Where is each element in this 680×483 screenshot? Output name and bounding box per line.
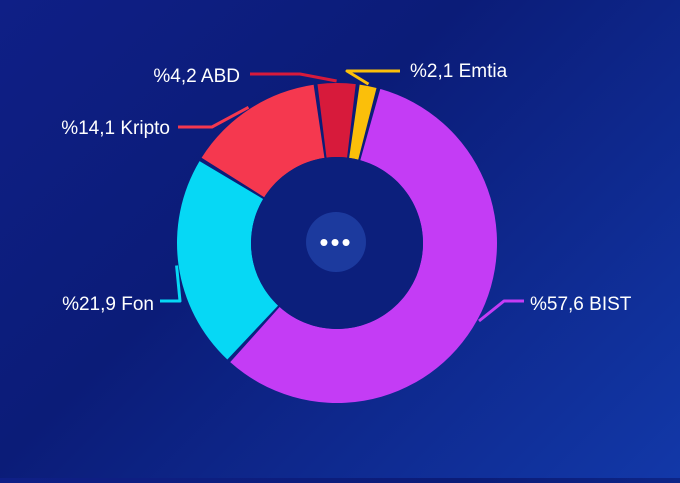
slice-labels: %57,6 BIST %21,9 Fon %14,1 Kripto %4,2 A… xyxy=(61,61,632,315)
more-dots-icon: ••• xyxy=(319,227,353,257)
donut-slice-kripto xyxy=(201,84,325,198)
slice-label-kripto: %14,1 Kripto xyxy=(61,118,170,139)
slice-label-fon: %21,9 Fon xyxy=(62,294,154,315)
leader-line-abd xyxy=(250,72,337,83)
more-options-button[interactable]: ••• xyxy=(306,212,366,272)
donut-slices xyxy=(177,82,497,403)
leader-line-emtia xyxy=(345,69,400,86)
slice-label-abd: %4,2 ABD xyxy=(153,66,240,87)
leader-lines xyxy=(160,69,524,323)
donut-slice-bist xyxy=(230,88,497,403)
leader-line-kripto xyxy=(178,105,250,129)
slice-label-bist: %57,6 BIST xyxy=(530,294,632,315)
leader-line-fon xyxy=(160,265,182,303)
slice-label-emtia: %2,1 Emtia xyxy=(410,61,508,82)
leader-line-bist xyxy=(478,299,524,323)
donut-slice-abd xyxy=(317,82,356,158)
donut-slice-emtia xyxy=(349,84,377,160)
donut-slice-fon xyxy=(177,161,279,360)
